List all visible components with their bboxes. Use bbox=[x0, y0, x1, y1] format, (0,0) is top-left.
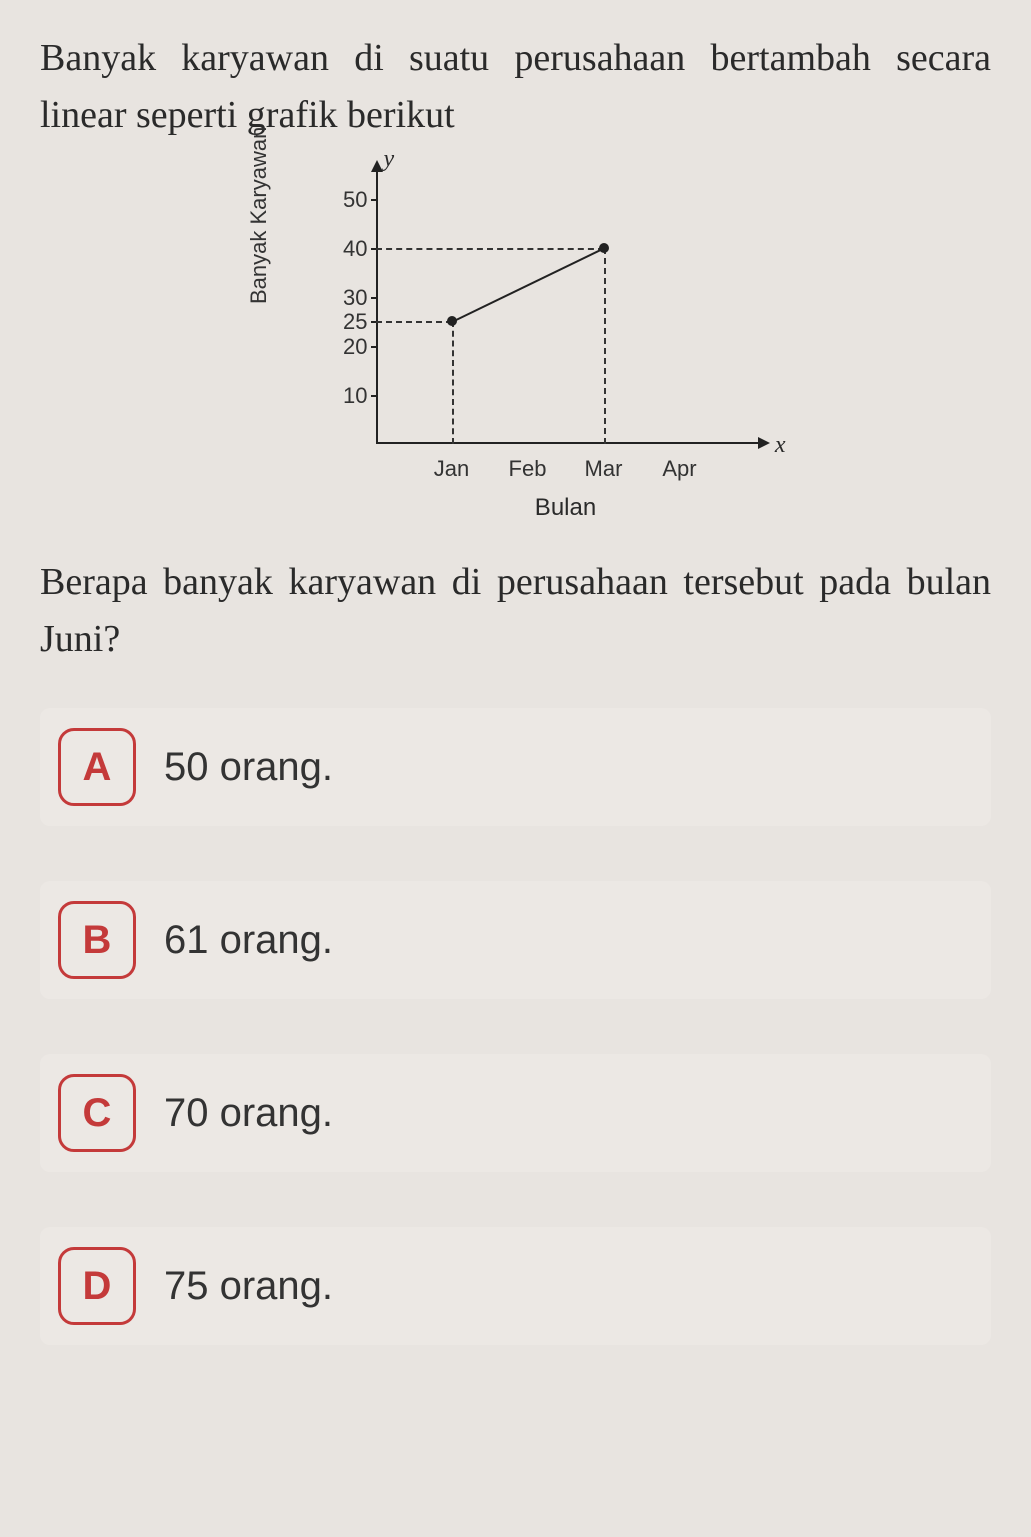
x-axis-letter: x bbox=[775, 432, 786, 459]
question-stem: Banyak karyawan di suatu perusahaan bert… bbox=[40, 30, 991, 144]
sub-question: Berapa banyak karyawan di perusahaan ter… bbox=[40, 554, 991, 668]
y-tick-mark bbox=[371, 395, 376, 397]
y-axis-arrow-icon bbox=[371, 160, 383, 172]
y-tick-label: 25 bbox=[326, 309, 368, 335]
option-badge: D bbox=[58, 1247, 136, 1325]
chart-container: Banyak Karyawan y x Bulan 102025304050Ja… bbox=[40, 154, 991, 514]
option-row[interactable]: D 75 orang. bbox=[40, 1227, 991, 1345]
option-row[interactable]: A 50 orang. bbox=[40, 708, 991, 826]
guide-line-horizontal bbox=[376, 321, 452, 323]
guide-line-vertical bbox=[452, 321, 454, 444]
y-axis-label: Banyak Karyawan bbox=[246, 127, 272, 304]
x-tick-label: Mar bbox=[585, 456, 623, 482]
y-tick-label: 50 bbox=[326, 187, 368, 213]
y-tick-label: 40 bbox=[326, 236, 368, 262]
options-list: A 50 orang. B 61 orang. C 70 orang. D 75 orang. bbox=[40, 708, 991, 1345]
x-axis-label: Bulan bbox=[535, 494, 596, 522]
option-row[interactable]: C 70 orang. bbox=[40, 1054, 991, 1172]
option-badge: B bbox=[58, 901, 136, 979]
option-badge: A bbox=[58, 728, 136, 806]
y-tick-label: 20 bbox=[326, 334, 368, 360]
data-point bbox=[599, 243, 609, 253]
y-tick-mark bbox=[371, 346, 376, 348]
y-tick-label: 10 bbox=[326, 383, 368, 409]
option-row[interactable]: B 61 orang. bbox=[40, 881, 991, 999]
y-tick-mark bbox=[371, 297, 376, 299]
data-line bbox=[451, 248, 604, 323]
x-axis-line bbox=[376, 442, 766, 444]
x-tick-label: Apr bbox=[662, 456, 696, 482]
data-point bbox=[447, 316, 457, 326]
y-tick-mark bbox=[371, 199, 376, 201]
x-tick-label: Jan bbox=[434, 456, 469, 482]
guide-line-horizontal bbox=[376, 248, 604, 250]
plot-area: Bulan 102025304050JanFebMarApr bbox=[376, 174, 756, 444]
x-tick-label: Feb bbox=[509, 456, 547, 482]
option-text: 70 orang. bbox=[164, 1091, 333, 1136]
guide-line-vertical bbox=[604, 248, 606, 444]
option-text: 61 orang. bbox=[164, 918, 333, 963]
y-axis-letter: y bbox=[384, 146, 395, 173]
option-badge: C bbox=[58, 1074, 136, 1152]
x-axis-arrow-icon bbox=[758, 437, 770, 449]
option-text: 75 orang. bbox=[164, 1264, 333, 1309]
chart: Banyak Karyawan y x Bulan 102025304050Ja… bbox=[256, 154, 776, 514]
y-axis-line bbox=[376, 164, 378, 444]
option-text: 50 orang. bbox=[164, 745, 333, 790]
y-tick-label: 30 bbox=[326, 285, 368, 311]
